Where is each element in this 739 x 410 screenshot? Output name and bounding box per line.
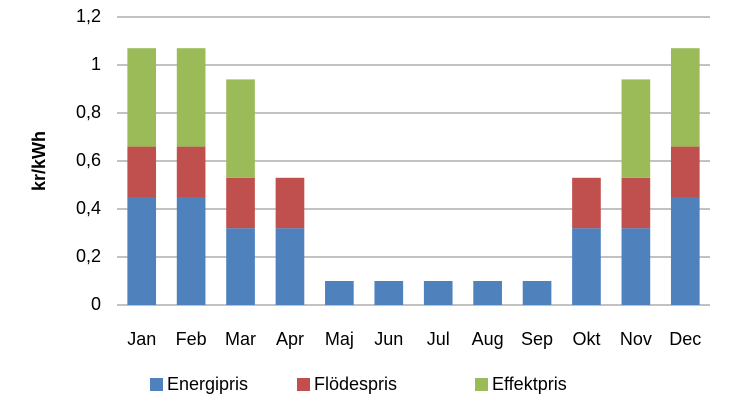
legend-swatch [150, 378, 163, 391]
x-tick-label: Nov [620, 329, 652, 349]
y-tick-label: 0,4 [76, 198, 101, 218]
y-tick-label: 0,2 [76, 246, 101, 266]
bar-segment [572, 177, 601, 229]
bar-segment [423, 281, 453, 305]
y-axis-label: kr/kWh [29, 131, 49, 191]
legend-label: Effektpris [492, 374, 567, 394]
y-tick-label: 1,2 [76, 6, 101, 26]
bar-segment [325, 281, 354, 305]
bar-segment [226, 79, 255, 178]
legend-swatch [297, 378, 310, 391]
y-tick-label: 0 [91, 294, 101, 314]
legend-swatch [475, 378, 488, 391]
bar-segment [522, 281, 552, 305]
x-tick-label: Apr [276, 329, 304, 349]
x-tick-label: Okt [572, 329, 600, 349]
bar-segment [670, 146, 700, 197]
bar-segment [621, 228, 651, 305]
bar-segment [374, 281, 404, 305]
x-tick-label: Aug [472, 329, 504, 349]
bar-segment [176, 48, 206, 147]
y-tick-label: 0,6 [76, 150, 101, 170]
legend-label: Flödespris [314, 374, 397, 394]
bar-segment [621, 79, 651, 178]
x-tick-label: Jul [427, 329, 450, 349]
legend-label: Energipris [167, 374, 248, 394]
bar-segment [572, 228, 601, 305]
bar-segment [226, 228, 255, 305]
bar-segment [473, 281, 502, 305]
bar-segment [275, 228, 305, 305]
bar-segment [127, 146, 157, 197]
bar-segment [670, 48, 700, 147]
bar-segment [127, 48, 157, 147]
x-tick-label: Jun [374, 329, 403, 349]
y-tick-label: 0,8 [76, 102, 101, 122]
x-tick-label: Feb [176, 329, 207, 349]
bar-segment [226, 177, 255, 229]
x-tick-label: Sep [521, 329, 553, 349]
bar-segment [670, 197, 700, 305]
x-tick-label: Mar [225, 329, 256, 349]
bar-segment [176, 197, 206, 305]
x-tick-label: Maj [325, 329, 354, 349]
x-tick-label: Dec [669, 329, 701, 349]
x-tick-label: Jan [127, 329, 156, 349]
bar-segment [176, 146, 206, 197]
bar-segment [275, 177, 305, 229]
bar-segment [127, 197, 157, 305]
y-tick-label: 1 [91, 54, 101, 74]
bar-segment [621, 177, 651, 229]
